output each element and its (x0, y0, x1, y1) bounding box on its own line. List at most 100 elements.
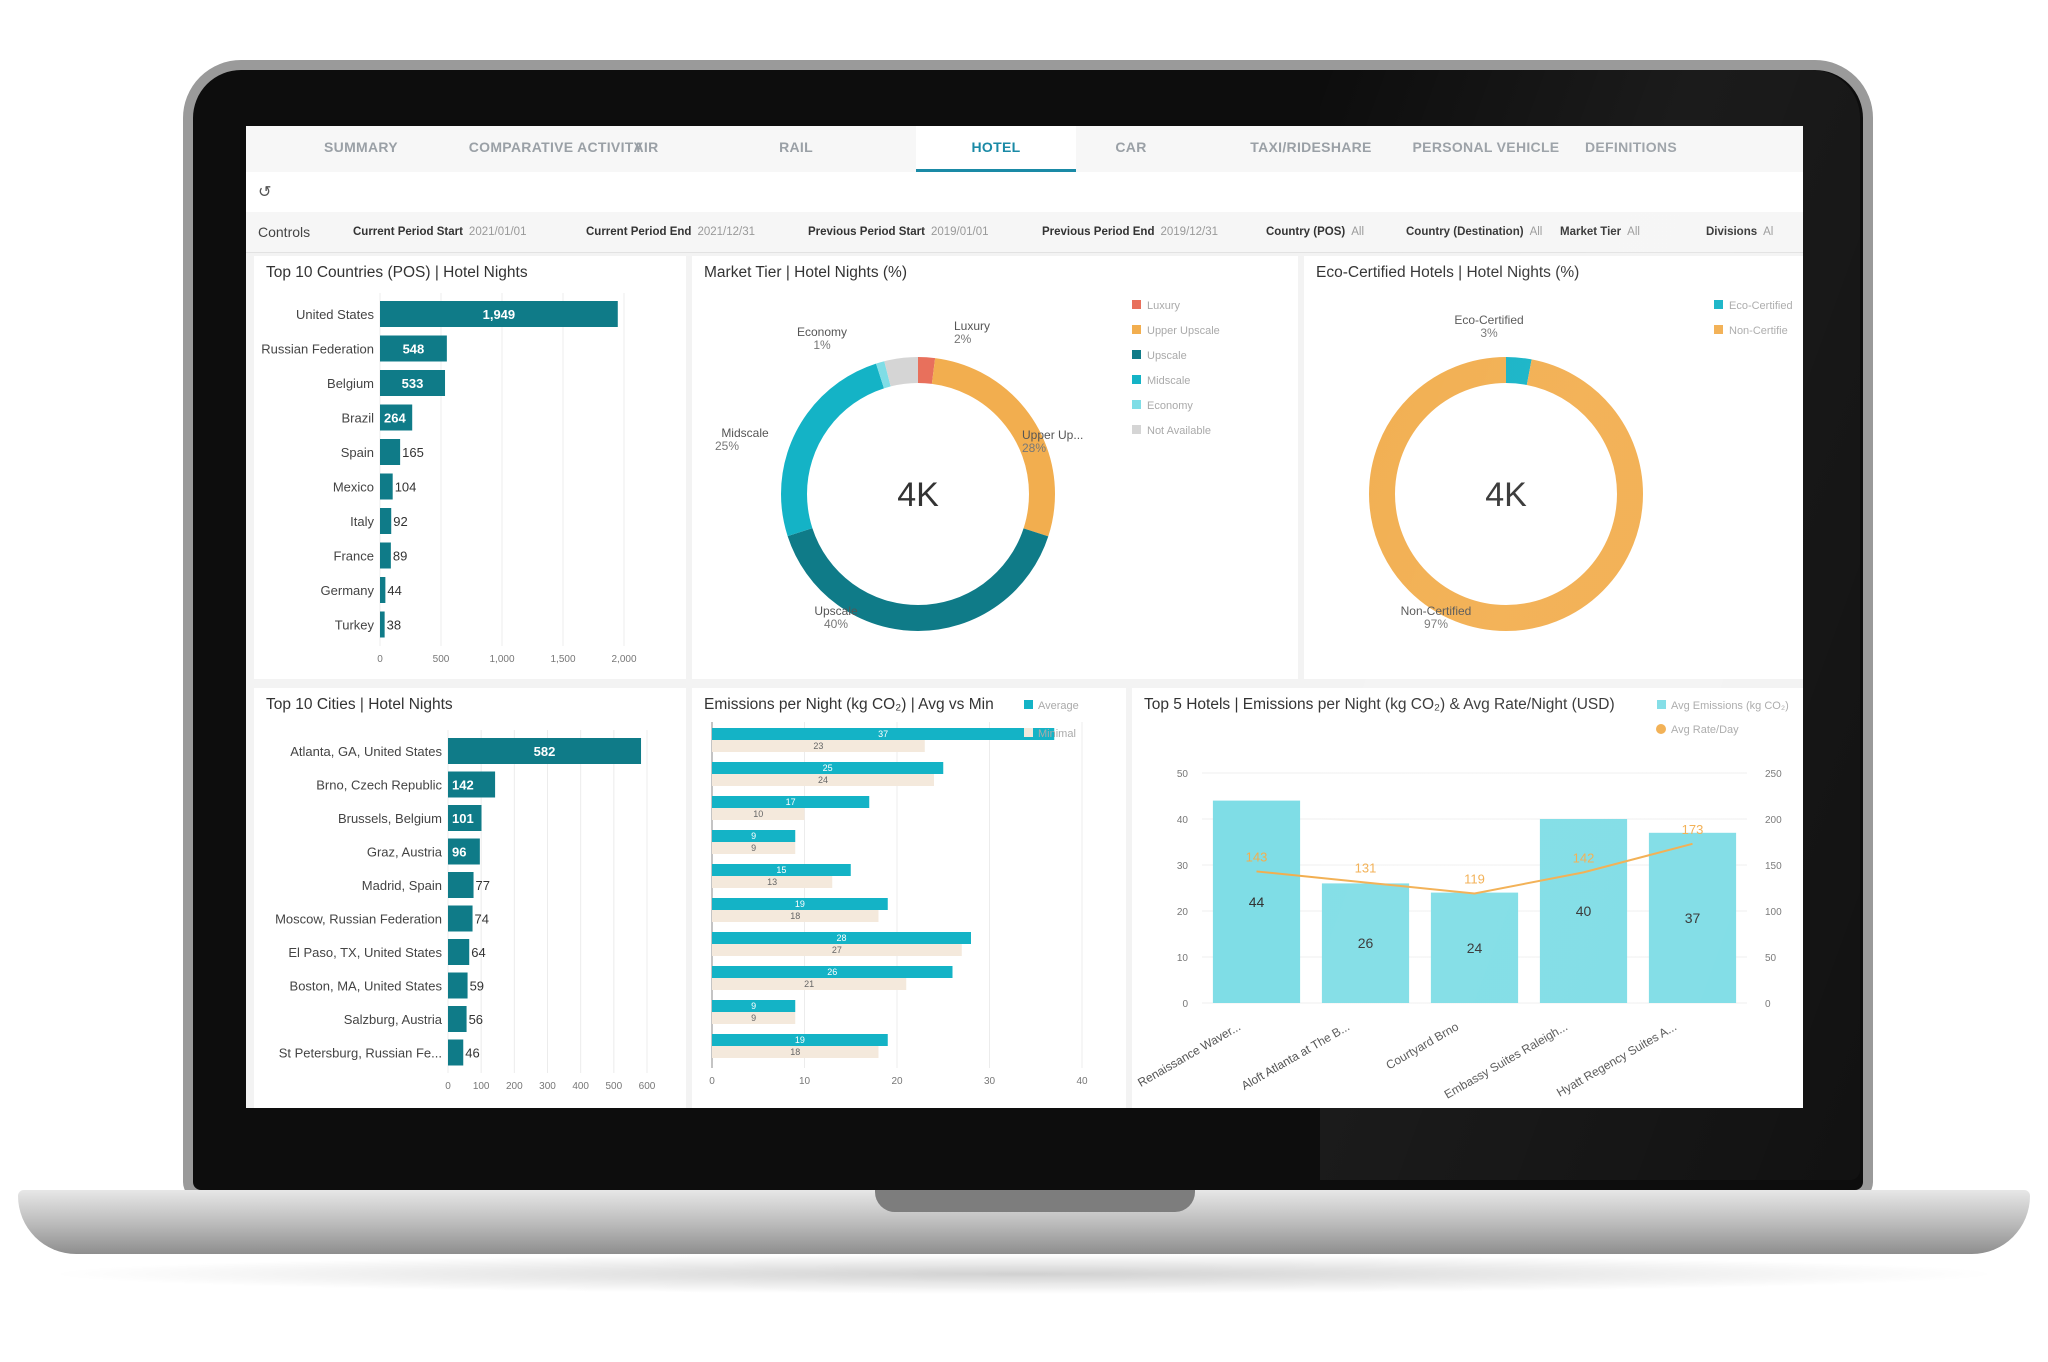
tab-taxi-rideshare[interactable]: TAXI/RIDESHARE (1250, 139, 1372, 155)
x-tick-label: 1,500 (550, 654, 575, 665)
control-value: 2021/01/01 (468, 226, 527, 238)
refresh-icon[interactable]: ↺ (258, 184, 272, 201)
y-tick-label-right: 50 (1765, 953, 1777, 964)
value-label: 37 (878, 729, 888, 739)
category-label: Italy (350, 514, 374, 529)
bar (448, 805, 482, 831)
control-item[interactable]: Current Period End 2021/12/31 (586, 212, 755, 252)
control-item[interactable]: Country (Destination) All (1406, 212, 1542, 252)
category-label: Graz, Austria (367, 845, 443, 860)
rate-label: 173 (1682, 822, 1704, 837)
slice-pct: 25% (715, 439, 739, 453)
bar (1212, 800, 1301, 1003)
bar (380, 439, 401, 465)
bar (448, 972, 468, 999)
category-label: Brno, Czech Republic (316, 778, 442, 793)
legend-swatch (1714, 325, 1723, 334)
tab-hotel[interactable]: HOTEL (916, 126, 1076, 172)
x-tick-label: 600 (639, 1081, 656, 1092)
donut-slice (781, 357, 1055, 631)
tab-summary[interactable]: SUMMARY (324, 139, 398, 155)
control-item[interactable]: Previous Period End 2019/12/31 (1042, 212, 1218, 252)
category-label: Courtyard Brno (1384, 1019, 1462, 1072)
tab-comparative-activity[interactable]: COMPARATIVE ACTIVITY (468, 139, 644, 155)
bar (448, 1039, 464, 1066)
center-label: 4K (1485, 476, 1527, 514)
value-label: 26 (1358, 935, 1374, 951)
slice-label: Eco-Certified (1454, 313, 1523, 327)
y-tick-label: 0 (1182, 999, 1188, 1010)
category-label: Hyatt Regency Suites A... (1554, 1019, 1679, 1099)
legend-label: Upscale (1147, 350, 1187, 362)
legend-label: Luxury (1147, 300, 1181, 312)
rate-label: 142 (1573, 850, 1595, 865)
legend-label: Non-Certifie (1729, 325, 1788, 337)
value-label: 165 (402, 445, 424, 460)
slice-pct: 1% (813, 338, 831, 352)
emissions-title: Emissions per Night (kg CO₂) | Avg vs Mi… (704, 696, 994, 713)
slice-label: Upper Up... (1022, 428, 1083, 442)
top-hotels-title: Top 5 Hotels | Emissions per Night (kg C… (1144, 696, 1615, 713)
legend-label: Avg Emissions (kg CO₂) (1671, 700, 1789, 712)
legend-swatch (1657, 700, 1666, 709)
control-item[interactable]: Previous Period Start 2019/01/01 (808, 212, 989, 252)
control-item[interactable]: Divisions Al (1706, 212, 1773, 252)
slice-pct: 3% (1480, 326, 1498, 340)
x-tick-label: 500 (433, 654, 450, 665)
bar (448, 939, 470, 965)
bar-minimal (712, 774, 934, 786)
control-item[interactable]: Country (POS) All (1266, 212, 1364, 252)
category-label: Moscow, Russian Federation (275, 912, 442, 927)
value-label: 264 (384, 411, 406, 426)
bar-average (712, 966, 953, 978)
bar-minimal (712, 910, 879, 922)
countries-chart: 0 500 1,000 1,500 2,000 United States 1,949 Rus… (261, 293, 637, 665)
y-tick-label: 10 (1177, 953, 1189, 964)
legend-label: Average (1038, 700, 1079, 712)
category-label: Mexico (333, 480, 374, 495)
category-label: Brussels, Belgium (338, 811, 442, 826)
value-label: 26 (827, 967, 837, 977)
x-tick-label: 20 (891, 1076, 903, 1087)
y-tick-label-right: 100 (1765, 907, 1782, 918)
eco-chart: 4KEco-Certified3%Non-Certified97%Eco-Cer… (1369, 300, 1793, 631)
cities-title: Top 10 Cities | Hotel Nights (266, 696, 453, 713)
category-label: Renaissance Waver... (1135, 1019, 1243, 1089)
slice-pct: 2% (954, 332, 972, 346)
control-label: Previous Period Start (808, 226, 925, 238)
control-label: Current Period Start (353, 226, 463, 238)
control-value: 2021/12/31 (697, 226, 755, 238)
tab-personal-vehicle[interactable]: PERSONAL VEHICLE (1412, 139, 1560, 155)
slice-pct: 28% (1022, 441, 1046, 455)
slice-label: Midscale (721, 426, 769, 440)
value-label: 1,949 (483, 307, 516, 322)
slice-label: Luxury (954, 319, 990, 333)
legend-swatch (1132, 325, 1141, 334)
category-label: Embassy Suites Raleigh... (1442, 1019, 1570, 1101)
legend-swatch (1132, 400, 1141, 409)
control-value: Al (1763, 226, 1774, 238)
tab-air[interactable]: AIR (633, 139, 659, 155)
legend-swatch (1132, 300, 1141, 309)
control-item[interactable]: Current Period Start 2021/01/01 (353, 212, 526, 252)
bar-minimal (712, 842, 796, 854)
bar-average (712, 728, 1055, 740)
bar (448, 838, 480, 865)
value-label: 142 (452, 778, 474, 793)
legend-swatch (1132, 375, 1141, 384)
y-tick-label: 40 (1177, 815, 1189, 826)
tab-definitions[interactable]: DEFINITIONS (1585, 139, 1677, 155)
tab-car[interactable]: CAR (1115, 139, 1147, 155)
bar-average (712, 1000, 796, 1012)
category-label: Spain (341, 445, 374, 460)
slice-label: Non-Certified (1401, 604, 1472, 618)
laptop-notch (875, 1190, 1195, 1212)
bar (448, 738, 642, 764)
category-label: France (334, 549, 374, 564)
bar-average (712, 864, 851, 876)
category-label: Germany (321, 583, 375, 598)
control-item[interactable]: Market Tier All (1560, 212, 1640, 252)
tab-rail[interactable]: RAIL (779, 139, 813, 155)
x-tick-label: 200 (506, 1081, 523, 1092)
y-tick-label: 30 (1177, 861, 1189, 872)
